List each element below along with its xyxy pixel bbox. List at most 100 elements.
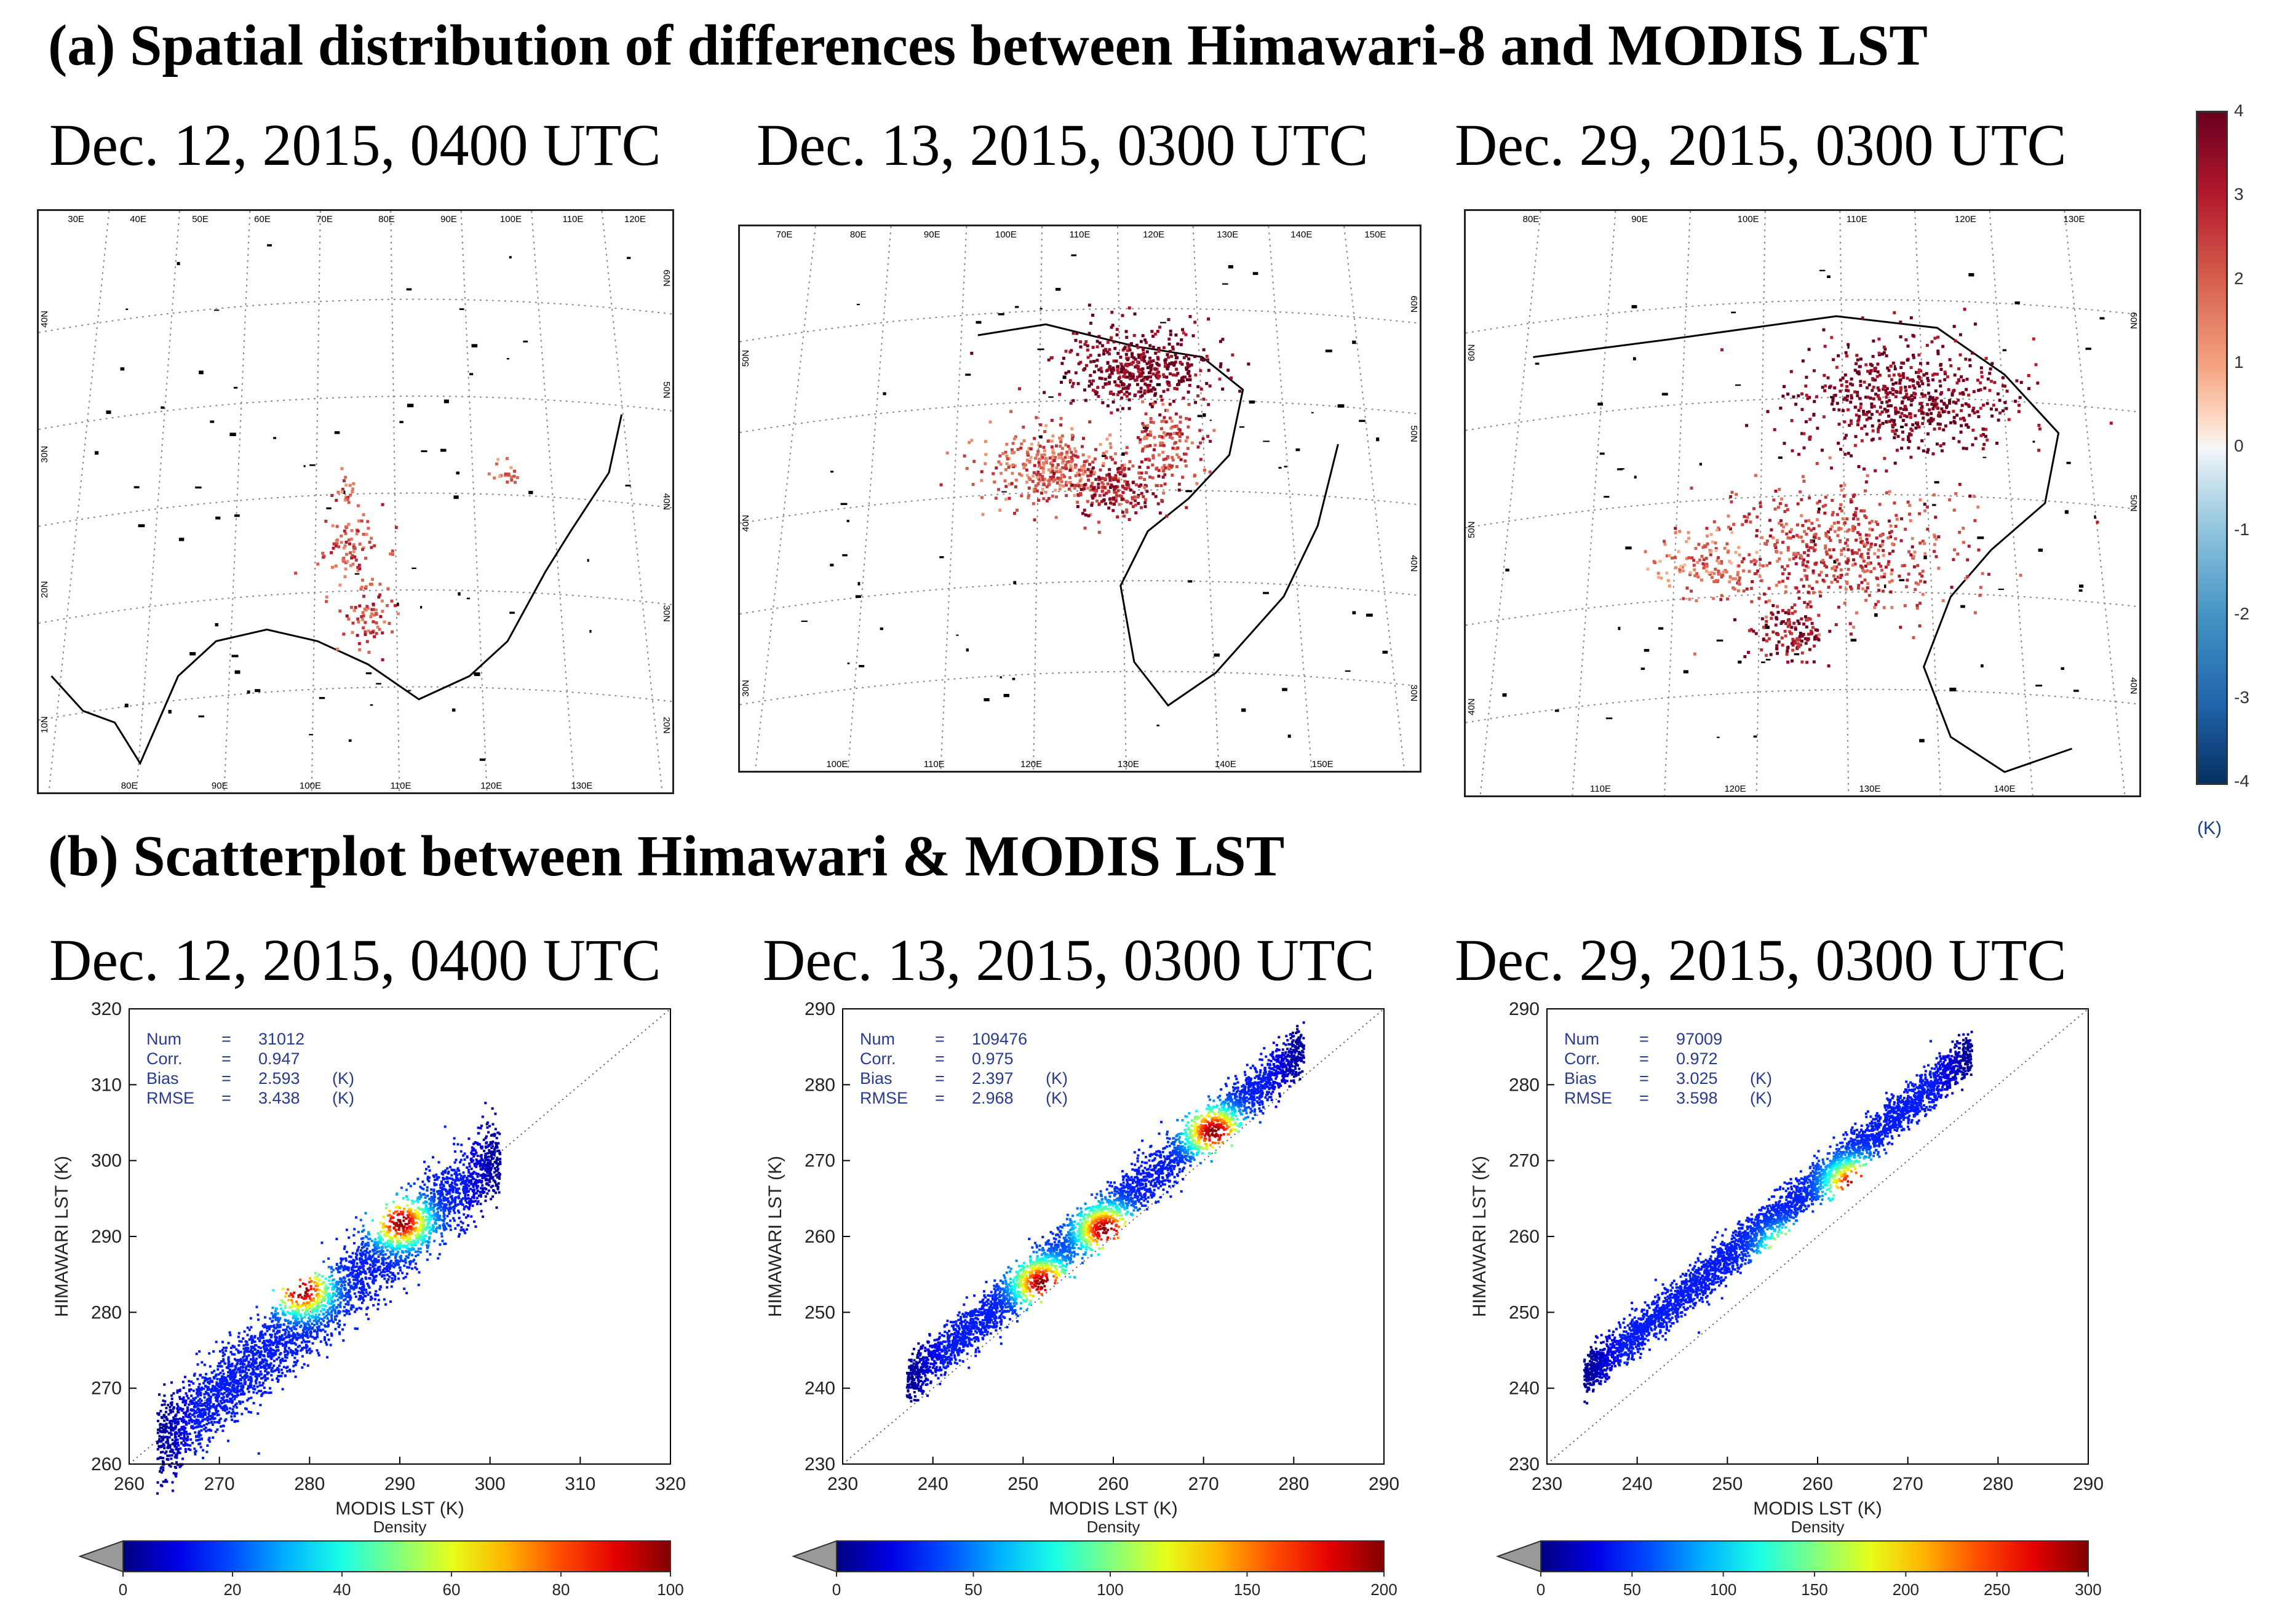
- map-lat-label-left: 50N: [741, 350, 751, 367]
- map-lon-label-bottom: 140E: [1994, 784, 2015, 794]
- coastline: [50, 414, 623, 766]
- map-lon-label-bottom: 90E: [212, 781, 228, 791]
- map-lon-label-top: 130E: [1217, 229, 1238, 240]
- density-tick-label: 100: [1097, 1580, 1123, 1599]
- stat-label: Num: [1564, 1030, 1599, 1048]
- map-lat-label-left: 50N: [1466, 521, 1477, 538]
- map-date-2: Dec. 13, 2015, 0300 UTC: [757, 112, 1369, 178]
- density-colorbar: [836, 1540, 1385, 1572]
- colorbar-unit: (K): [2197, 818, 2222, 838]
- colorbar-tick-label: 3: [2234, 185, 2244, 204]
- map-lat-label-right: 50N: [661, 381, 672, 399]
- colorbar-tick-label: 2: [2234, 268, 2244, 288]
- density-label: Density: [1087, 1518, 1140, 1536]
- x-tick-label: 310: [565, 1474, 595, 1494]
- stat-equals: =: [935, 1049, 945, 1068]
- map-lat-label-right: 40N: [2128, 677, 2139, 695]
- density-label: Density: [373, 1518, 427, 1536]
- x-axis-label: MODIS LST (K): [335, 1499, 464, 1519]
- map-lon-label-top: 90E: [440, 214, 457, 225]
- stat-unit: (K): [1750, 1069, 1772, 1088]
- stat-label: Corr.: [1564, 1049, 1600, 1068]
- y-tick-label: 240: [1509, 1379, 1540, 1399]
- map-date-3: Dec. 29, 2015, 0300 UTC: [1455, 112, 2067, 178]
- y-tick-label: 290: [1509, 999, 1540, 1019]
- map-lon-label-top: 90E: [924, 229, 940, 240]
- map-lon-label-bottom: 130E: [571, 781, 592, 791]
- y-tick-label: 250: [805, 1302, 835, 1323]
- map-lat-label-left: 40N: [1466, 698, 1477, 715]
- map-lon-label-top: 50E: [192, 214, 209, 225]
- map-lon-label-bottom: 110E: [924, 759, 945, 770]
- density-tick-label: 0: [832, 1580, 841, 1599]
- map-lon-label-top: 150E: [1364, 229, 1386, 240]
- scatter-plot-3: 230 240 250 260 270 280 290 230 240 250 260 270 280 2…: [1469, 999, 2104, 1599]
- stat-equals: =: [935, 1069, 945, 1088]
- map-lat-label-right: 20N: [661, 717, 672, 734]
- map-lat-label-right: 30N: [661, 605, 672, 622]
- y-tick-label: 270: [91, 1379, 122, 1399]
- map-lon-label-top: 100E: [1738, 214, 1759, 225]
- map-lon-label-bottom: 110E: [1590, 784, 1611, 794]
- stat-label: Corr.: [860, 1049, 896, 1068]
- stat-label: RMSE: [146, 1089, 194, 1107]
- x-tick-label: 260: [1802, 1474, 1833, 1494]
- x-tick-label: 320: [655, 1474, 686, 1494]
- stat-label: Bias: [146, 1069, 179, 1088]
- y-tick-label: 260: [1509, 1227, 1540, 1247]
- stat-label: RMSE: [860, 1089, 908, 1107]
- map-lon-label-top: 90E: [1631, 214, 1648, 225]
- stat-equals: =: [1639, 1089, 1649, 1107]
- difference-colorbar-gradient: [2196, 111, 2228, 785]
- map-lat-label-right: 30N: [1409, 685, 1419, 702]
- lake-outlines: [95, 244, 631, 761]
- difference-map-3: 80E 90E 100E 110E 120E 130E 110E 120E 130E 140E 60…: [1464, 209, 2141, 797]
- density-tick-label: 20: [224, 1580, 242, 1599]
- map-lon-label-bottom: 120E: [1724, 784, 1746, 794]
- stat-unit: (K): [1046, 1089, 1068, 1107]
- scatter-plot-1: 260 270 280 290 300 310 320 260 270 280 290 300 310 3…: [52, 999, 686, 1599]
- map-lon-label-top: 100E: [995, 229, 1017, 240]
- map-lat-label-right: 50N: [2128, 495, 2139, 512]
- density-tick-label: 150: [1234, 1580, 1260, 1599]
- density-tick-label: 50: [1623, 1580, 1641, 1599]
- stat-equals: =: [1639, 1069, 1649, 1088]
- map-lon-label-top: 140E: [1290, 229, 1312, 240]
- stat-label: Num: [860, 1030, 895, 1048]
- map-lat-label-right: 40N: [1409, 555, 1419, 572]
- x-tick-label: 230: [827, 1474, 858, 1494]
- scatter-points: [905, 1021, 1305, 1403]
- y-tick-label: 300: [91, 1151, 122, 1171]
- map-lon-label-top: 110E: [1070, 229, 1091, 240]
- x-tick-label: 290: [384, 1474, 415, 1494]
- x-tick-label: 300: [475, 1474, 506, 1494]
- x-tick-label: 240: [918, 1474, 948, 1494]
- map-lon-label-bottom: 130E: [1859, 784, 1880, 794]
- map-lon-label-top: 80E: [378, 214, 395, 225]
- map-lon-label-top: 80E: [850, 229, 867, 240]
- colorbar-tick-label: 0: [2234, 436, 2244, 455]
- density-label: Density: [1791, 1518, 1845, 1536]
- graticule: [1466, 211, 2139, 795]
- lake-outlines: [801, 254, 1388, 738]
- map-lon-label-bottom: 120E: [1020, 759, 1042, 770]
- density-tick-label: 200: [1370, 1580, 1397, 1599]
- x-tick-label: 250: [1712, 1474, 1743, 1494]
- one-to-one-line: [842, 1008, 1385, 1465]
- stat-unit: (K): [332, 1069, 354, 1088]
- density-tick-label: 100: [657, 1580, 683, 1599]
- stat-value: 0.975: [972, 1049, 1014, 1068]
- map-lon-label-top: 80E: [1523, 214, 1540, 225]
- stat-value: 3.598: [1676, 1089, 1718, 1107]
- x-tick-label: 230: [1532, 1474, 1562, 1494]
- density-tick-label: 80: [552, 1580, 570, 1599]
- colorbar-tick-label: -3: [2234, 687, 2249, 707]
- stat-equals: =: [221, 1089, 231, 1107]
- map-lat-label-left: 40N: [741, 515, 751, 532]
- density-tick-label: 50: [964, 1580, 982, 1599]
- difference-map-1: 30E 40E 50E 60E 70E 80E 90E 100E 110E 120E 80E 90E 1…: [37, 209, 674, 794]
- map-lat-label-left: 30N: [39, 446, 50, 463]
- x-tick-label: 270: [1893, 1474, 1923, 1494]
- x-tick-label: 280: [294, 1474, 325, 1494]
- y-tick-label: 240: [805, 1379, 835, 1399]
